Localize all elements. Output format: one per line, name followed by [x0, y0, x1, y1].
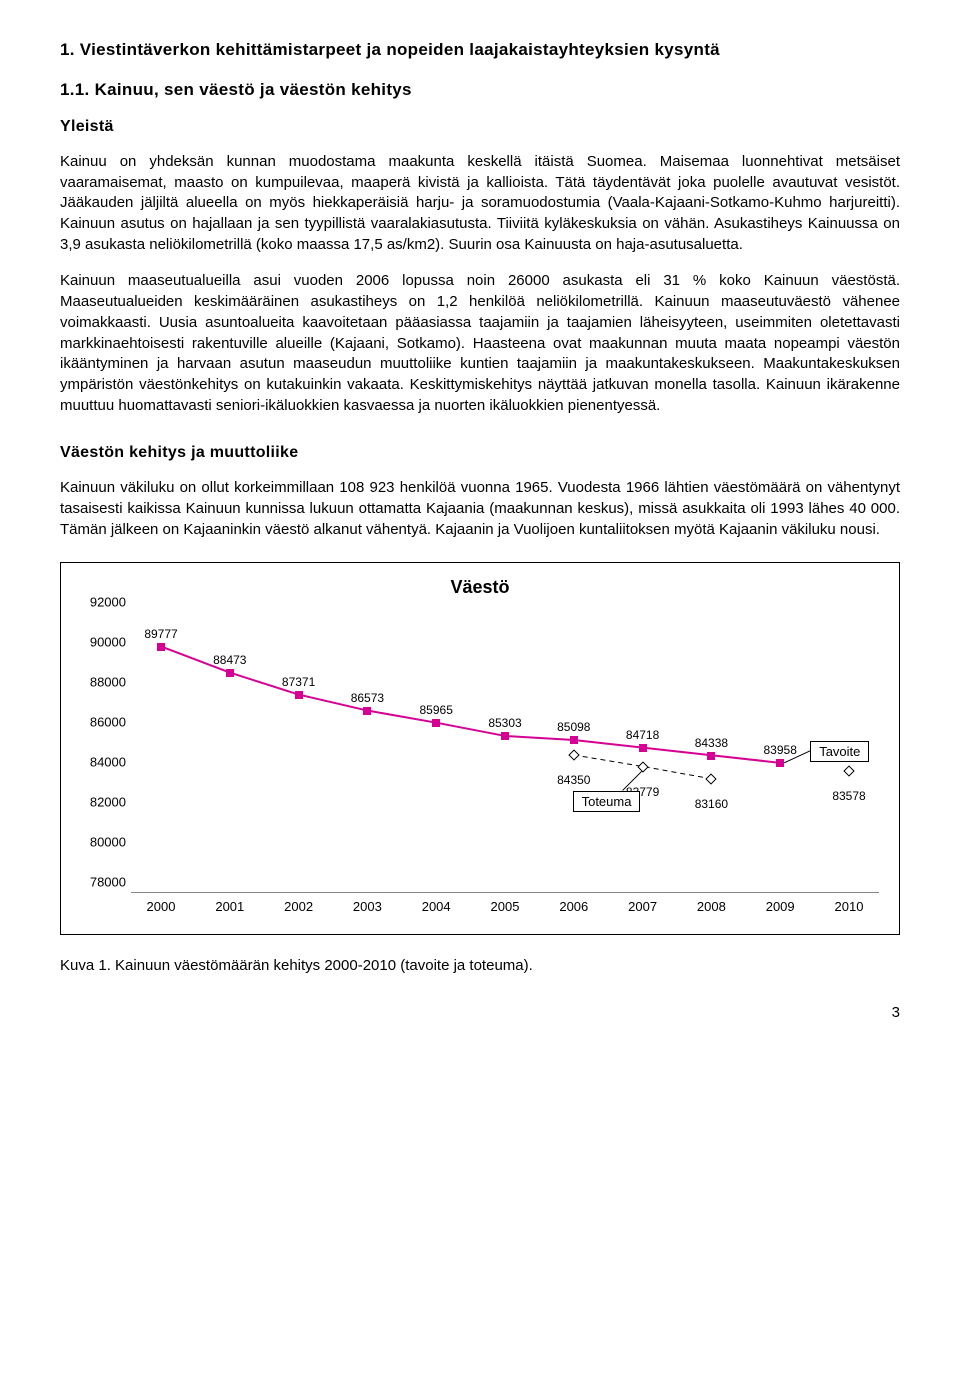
chart-marker: [432, 719, 440, 727]
x-tick: 2009: [766, 899, 795, 914]
paragraph-1: Kainuu on yhdeksän kunnan muodostama maa…: [60, 152, 900, 255]
chart-data-label: 83578: [832, 789, 865, 803]
y-tick: 84000: [90, 755, 126, 770]
x-tick: 2000: [147, 899, 176, 914]
legend-tavoite: Tavoite: [810, 741, 869, 762]
legend-toteuma: Toteuma: [573, 791, 641, 812]
chart-marker: [157, 643, 165, 651]
chart-data-label: 84350: [557, 773, 590, 787]
chart-marker: [295, 691, 303, 699]
x-tick: 2005: [491, 899, 520, 914]
population-chart: Väestö 780008000082000840008600088000900…: [60, 562, 900, 935]
chart-marker: [226, 669, 234, 677]
subsection-yleista: Yleistä: [60, 118, 900, 136]
y-tick: 88000: [90, 675, 126, 690]
chart-marker: [639, 744, 647, 752]
chart-data-label: 83160: [695, 797, 728, 811]
chart-marker: [776, 759, 784, 767]
chart-data-label: 86573: [351, 691, 384, 705]
chart-data-label: 85303: [488, 716, 521, 730]
chart-data-label: 88473: [213, 653, 246, 667]
y-tick: 92000: [90, 595, 126, 610]
chart-data-label: 84338: [695, 736, 728, 750]
subsection-vaeston-kehitys: Väestön kehitys ja muuttoliike: [60, 444, 900, 462]
figure-caption: Kuva 1. Kainuun väestömäärän kehitys 200…: [60, 957, 900, 974]
chart-data-label: 85965: [420, 703, 453, 717]
chart-marker: [501, 732, 509, 740]
section-heading-1: 1. Viestintäverkon kehittämistarpeet ja …: [60, 40, 900, 60]
paragraph-2: Kainuun maaseutualueilla asui vuoden 200…: [60, 271, 900, 416]
section-heading-1-1: 1.1. Kainuu, sen väestö ja väestön kehit…: [60, 80, 900, 100]
x-tick: 2006: [559, 899, 588, 914]
x-tick: 2003: [353, 899, 382, 914]
x-tick: 2002: [284, 899, 313, 914]
chart-x-axis: 2000 2001 2002 2003 2004 2005 2006 2007 2008 2009…: [131, 892, 879, 920]
y-tick: 82000: [90, 795, 126, 810]
chart-data-label: 85098: [557, 720, 590, 734]
chart-plot-area: 7800080000820008400086000880009000092000…: [131, 602, 879, 882]
chart-data-label: 84718: [626, 728, 659, 742]
chart-data-label: 83958: [764, 743, 797, 757]
y-tick: 78000: [90, 875, 126, 890]
page-number: 3: [60, 1004, 900, 1021]
chart-marker: [707, 752, 715, 760]
chart-data-label: 89777: [144, 627, 177, 641]
x-tick: 2004: [422, 899, 451, 914]
paragraph-3: Kainuun väkiluku on ollut korkeimmillaan…: [60, 478, 900, 540]
x-tick: 2008: [697, 899, 726, 914]
chart-title: Väestö: [61, 563, 899, 602]
x-tick: 2010: [835, 899, 864, 914]
chart-y-axis: 7800080000820008400086000880009000092000: [76, 602, 126, 882]
chart-data-label: 87371: [282, 675, 315, 689]
x-tick: 2007: [628, 899, 657, 914]
chart-marker: [570, 736, 578, 744]
chart-marker: [363, 707, 371, 715]
y-tick: 90000: [90, 635, 126, 650]
x-tick: 2001: [215, 899, 244, 914]
y-tick: 86000: [90, 715, 126, 730]
chart-plot: 89777 88473 87371 86573 85965 85303 85098 84718…: [131, 602, 879, 882]
y-tick: 80000: [90, 835, 126, 850]
